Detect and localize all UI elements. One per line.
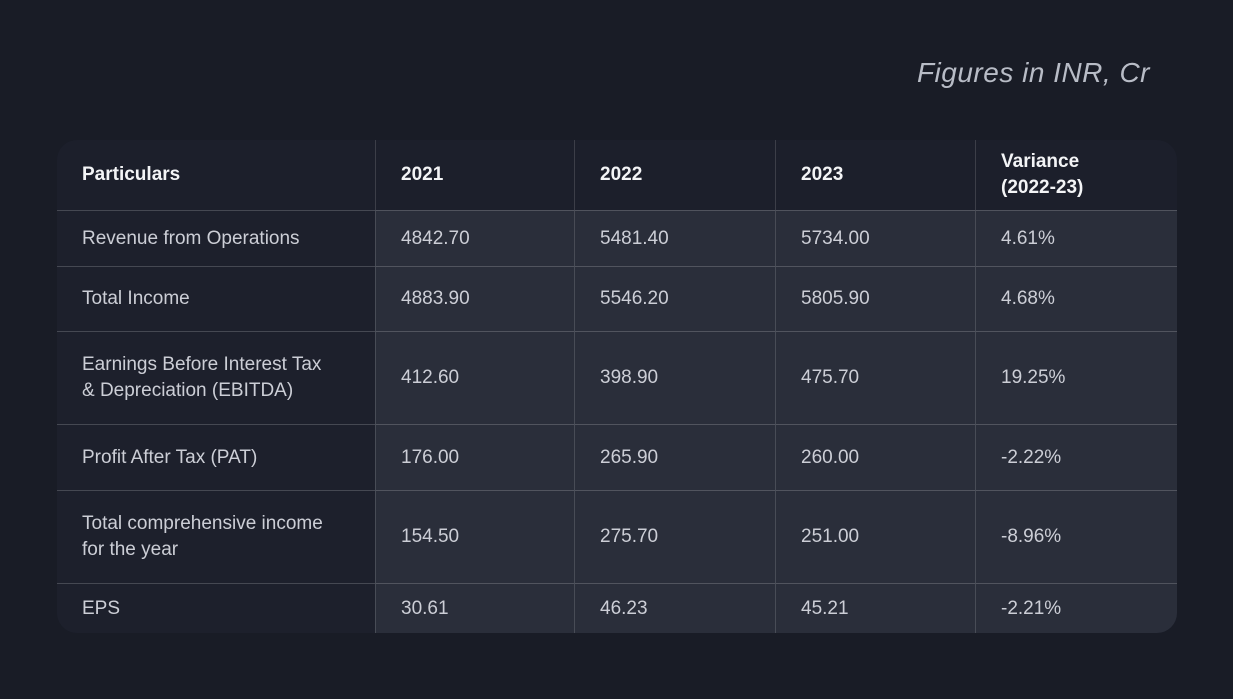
column-header-2021: 2021	[375, 140, 574, 210]
row-label: Earnings Before Interest Tax & Depreciat…	[57, 331, 375, 424]
value-variance: 4.61%	[975, 210, 1177, 266]
figures-unit-caption: Figures in INR, Cr	[916, 57, 1150, 88]
value-2022: 275.70	[574, 490, 775, 583]
value-2023: 45.21	[775, 583, 975, 633]
row-label: Profit After Tax (PAT)	[57, 424, 375, 490]
value-2022: 398.90	[574, 331, 775, 424]
row-label: Total Income	[57, 266, 375, 331]
value-2023: 251.00	[775, 490, 975, 583]
value-variance: -2.21%	[975, 583, 1177, 633]
value-variance: -8.96%	[975, 490, 1177, 583]
value-2021: 30.61	[375, 583, 574, 633]
value-2021: 4842.70	[375, 210, 574, 266]
table-row-eps: EPS 30.61 46.23 45.21 -2.21%	[57, 583, 1177, 633]
value-2021: 176.00	[375, 424, 574, 490]
row-label: Total comprehensive income for the year	[57, 490, 375, 583]
value-2023: 5734.00	[775, 210, 975, 266]
row-label: EPS	[57, 583, 375, 633]
column-header-2022: 2022	[574, 140, 775, 210]
value-variance: 19.25%	[975, 331, 1177, 424]
value-2022: 5481.40	[574, 210, 775, 266]
value-2022: 265.90	[574, 424, 775, 490]
value-2022: 5546.20	[574, 266, 775, 331]
value-variance: 4.68%	[975, 266, 1177, 331]
value-2023: 260.00	[775, 424, 975, 490]
value-2022: 46.23	[574, 583, 775, 633]
value-2021: 412.60	[375, 331, 574, 424]
table-row-profit-after-tax: Profit After Tax (PAT) 176.00 265.90 260…	[57, 424, 1177, 490]
table-row-ebitda: Earnings Before Interest Tax & Depreciat…	[57, 331, 1177, 424]
column-header-particulars: Particulars	[57, 140, 375, 210]
financials-table: Particulars 2021 2022 2023 Variance (202…	[57, 140, 1177, 633]
value-2023: 475.70	[775, 331, 975, 424]
value-2021: 4883.90	[375, 266, 574, 331]
table-row-total-comprehensive-income: Total comprehensive income for the year …	[57, 490, 1177, 583]
table-header-row: Particulars 2021 2022 2023 Variance (202…	[57, 140, 1177, 210]
value-variance: -2.22%	[975, 424, 1177, 490]
financials-table-card: Particulars 2021 2022 2023 Variance (202…	[57, 140, 1177, 633]
table-row-total-income: Total Income 4883.90 5546.20 5805.90 4.6…	[57, 266, 1177, 331]
value-2021: 154.50	[375, 490, 574, 583]
value-2023: 5805.90	[775, 266, 975, 331]
column-header-2023: 2023	[775, 140, 975, 210]
table-row-revenue-from-operations: Revenue from Operations 4842.70 5481.40 …	[57, 210, 1177, 266]
row-label: Revenue from Operations	[57, 210, 375, 266]
column-header-variance: Variance (2022-23)	[975, 140, 1177, 210]
